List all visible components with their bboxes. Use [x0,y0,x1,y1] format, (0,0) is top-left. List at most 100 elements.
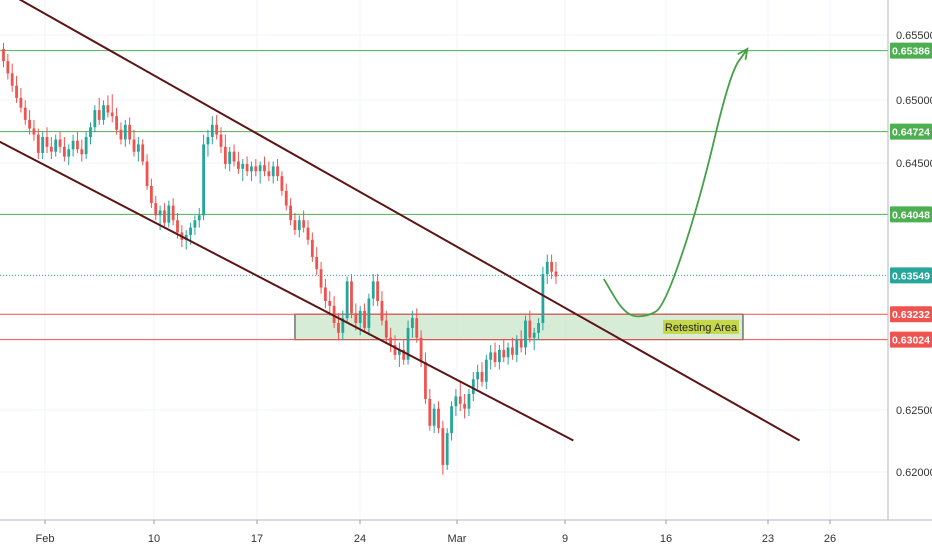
candle-body [393,345,397,355]
candle-body [10,73,14,86]
candle-body [332,305,336,324]
price-tags: 0.65386 0.64724 0.64048 0.63549 0.63232 0.630… [890,42,932,348]
x-tick-label: 10 [148,533,160,545]
candle-body [71,140,75,150]
x-tick-label: 17 [251,533,263,545]
candle-body [28,119,31,129]
price-tag [890,123,932,140]
candle-body [397,349,401,355]
candle-body [36,134,40,153]
candle-body [476,371,480,380]
candle-body [115,116,118,130]
price-tag-label: 0.65386 [892,46,930,58]
y-tick-label: 0.62000 [896,467,932,479]
candle-body [293,220,297,231]
candle-body [32,128,36,135]
channel-lines [0,0,801,442]
candle-body [84,137,88,155]
candle-body [219,134,223,147]
candle-body [358,310,362,324]
candle-body [267,171,271,177]
candle-body [150,185,153,204]
projection-curve [603,48,749,318]
candle-body [263,165,266,172]
x-tick-label: Mar [448,533,467,545]
candle-body [415,318,419,338]
candle-body [484,359,488,382]
price-tag [890,267,932,284]
candle-body [223,146,227,164]
candle-body [441,428,445,465]
candle-body [280,176,284,191]
candle-body [58,139,62,147]
candle-body [176,220,179,233]
candle-body [467,393,471,409]
candle-body [210,124,214,138]
candle-body [337,323,340,333]
x-tick-label: 24 [354,533,366,545]
candle-body [45,137,49,147]
candle-body [524,320,527,348]
price-tag [890,42,932,59]
candle-body [158,210,162,216]
price-tag [890,306,932,323]
candle-body [424,362,427,399]
candle-body [506,347,510,358]
candle-body [271,166,275,177]
candle-body [93,110,97,128]
candle-body [297,220,301,231]
candle-body [310,239,314,257]
candle-body [463,403,466,409]
candle-body [302,220,306,228]
candle-body [110,112,114,117]
candle-body [197,215,201,221]
candle-body [480,371,484,382]
candle-body [228,151,232,164]
candle-body [67,149,71,157]
candle-body [163,210,166,223]
candle-body [511,347,514,355]
candle-body [49,146,53,152]
price-tag [890,331,932,348]
candle-body [315,256,319,270]
candles [2,42,558,475]
candle-body [80,149,84,155]
candle-body [324,287,327,301]
candle-body [389,337,393,346]
price-tag-label: 0.64724 [892,127,930,139]
candle-body [532,332,536,338]
retest-label-background [663,319,739,334]
x-tick-label: 16 [660,533,672,545]
retest-zone-layer: Retesting Area [294,313,744,341]
candle-body [541,274,545,324]
candle-body [515,340,519,355]
candle-body [471,379,475,394]
candle-body [489,352,493,360]
candle-body [76,140,79,150]
candle-body [167,205,171,223]
candle-body [545,261,549,275]
candle-body [350,281,353,314]
candle-body [171,205,175,221]
candle-body [97,110,101,120]
candle-body [428,398,432,426]
candle-body [537,323,540,333]
candle-body [136,144,140,152]
candle-body [502,349,506,358]
candle-body [380,300,384,321]
candle-body [119,129,123,140]
candle-body [306,227,310,240]
candle-body [189,227,192,235]
candle-body [406,327,410,360]
y-tick-label: 0.65000 [896,95,932,107]
price-tag-label: 0.63549 [892,270,930,282]
candle-body [258,165,262,172]
retest-label: Retesting Area [665,322,738,334]
candle-body [106,105,110,113]
candle-body [237,161,240,169]
x-tick-label: 23 [762,533,774,545]
candle-body [411,318,414,328]
resistance-channel-line [18,0,801,442]
price-tag-label: 0.63024 [892,335,930,347]
